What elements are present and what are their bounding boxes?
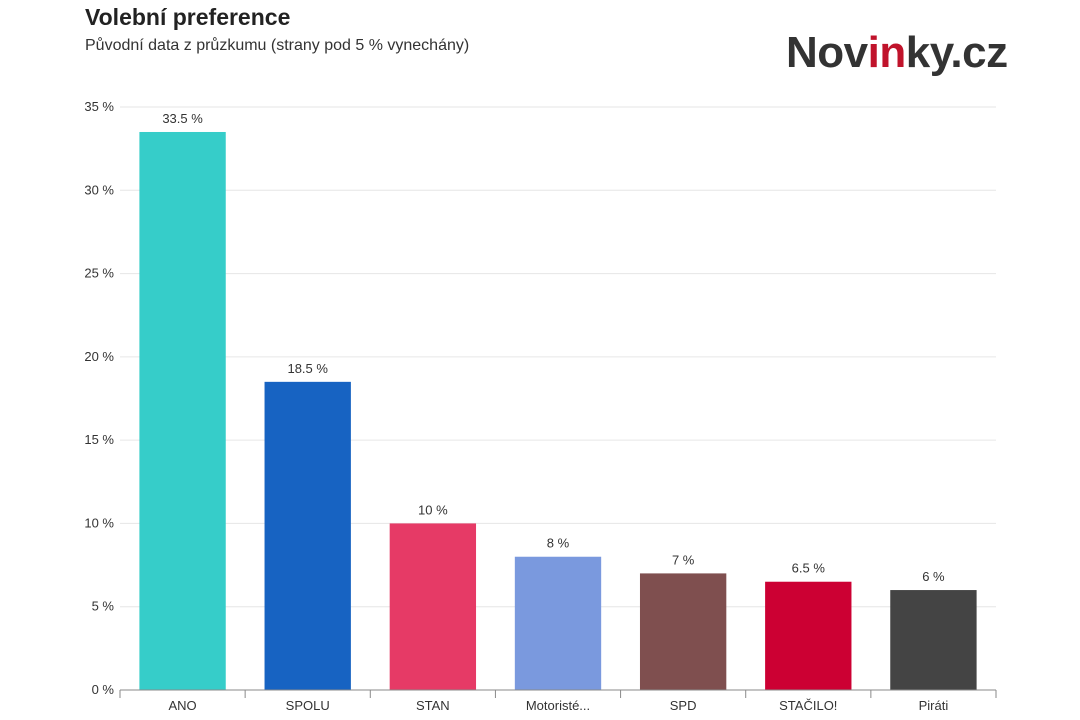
x-tick-label: SPD xyxy=(670,698,697,713)
bar xyxy=(765,581,852,690)
bar xyxy=(890,590,977,690)
bar xyxy=(389,523,477,690)
gridlines xyxy=(120,106,996,608)
bar xyxy=(139,131,226,690)
x-tick-label: Piráti xyxy=(919,698,949,713)
data-label: 33.5 % xyxy=(162,111,203,126)
bar xyxy=(514,556,602,690)
bars: 33.5 % 18.5 % 10 % 8 % 7 % 6.5 % 6 % xyxy=(139,111,977,690)
bar xyxy=(639,573,727,690)
x-axis: ANO SPOLU STAN Motoristé... SPD STAČILO! Pirát… xyxy=(119,689,997,713)
y-tick-label: 10 % xyxy=(84,515,114,530)
logo-text-start: Nov xyxy=(786,28,868,77)
chart-title: Volební preference xyxy=(85,4,291,30)
x-tick-label: SPOLU xyxy=(286,698,330,713)
data-label: 18.5 % xyxy=(287,361,328,376)
x-tick-label: STAN xyxy=(416,698,450,713)
x-tick-label: Motoristé... xyxy=(526,698,590,713)
y-tick-label: 30 % xyxy=(84,182,114,197)
y-tick-label: 15 % xyxy=(84,432,114,447)
data-label: 8 % xyxy=(547,536,570,551)
y-tick-label: 0 % xyxy=(92,682,115,697)
x-tick-label: STAČILO! xyxy=(779,698,837,713)
novinky-logo[interactable]: Novinky.cz xyxy=(786,28,1008,78)
y-tick-label: 35 % xyxy=(84,99,114,114)
data-label: 7 % xyxy=(672,552,695,567)
y-tick-label: 5 % xyxy=(92,599,115,614)
data-label: 6.5 % xyxy=(792,561,826,576)
data-label: 10 % xyxy=(418,502,448,517)
y-tick-label: 20 % xyxy=(84,349,114,364)
x-tick-label: ANO xyxy=(168,698,196,713)
logo-text-accent: in xyxy=(867,28,907,77)
bar xyxy=(264,381,351,690)
y-tick-label: 25 % xyxy=(84,266,114,281)
data-label: 6 % xyxy=(922,569,945,584)
y-axis-ticks: 0 % 5 % 10 % 15 % 20 % 25 % 30 % 35 % xyxy=(84,99,114,697)
logo-text-end: ky.cz xyxy=(905,28,1008,77)
chart-subtitle: Původní data z průzkumu (strany pod 5 % … xyxy=(85,37,470,54)
